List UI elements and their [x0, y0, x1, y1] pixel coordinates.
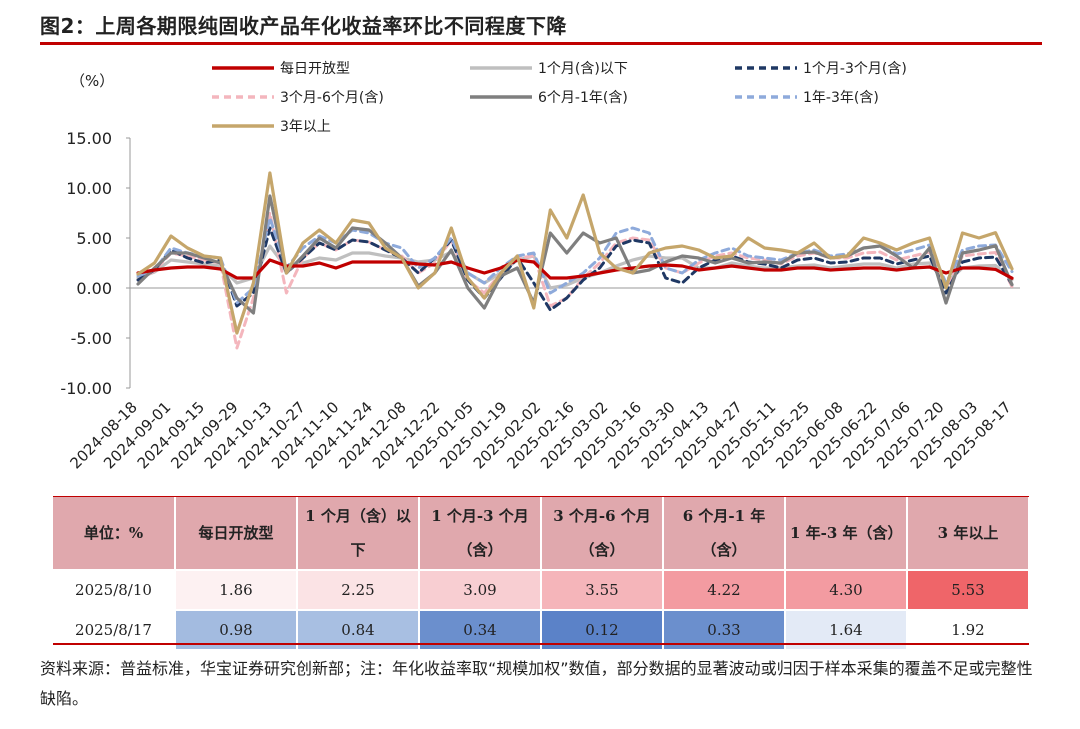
table-cell: 4.22 [663, 569, 786, 610]
table-cell: 1.86 [175, 569, 298, 610]
table-cell: 3.09 [419, 569, 542, 610]
legend-label: 1年-3年(含) [803, 90, 879, 106]
table-cell: 0.33 [663, 609, 786, 649]
table-bottom-rule [53, 643, 1029, 645]
table-cell: 4.30 [785, 569, 908, 610]
header-unit: 单位：% [53, 497, 176, 570]
legend-label: 3年以上 [280, 119, 331, 135]
header-3m-6m: 3 个月-6 个月（含） [541, 497, 664, 570]
table-row: 2025/8/17 0.98 0.84 0.34 0.12 0.33 1.64 1.92 [53, 609, 1030, 649]
y-tick-label: -10.00 [60, 379, 112, 398]
y-tick-label: 15.00 [66, 129, 112, 148]
legend-label: 每日开放型 [280, 61, 350, 77]
y-tick-label: 0.00 [76, 279, 112, 298]
header-1m: 1 个月（含）以下 [297, 497, 420, 570]
header-3y-plus: 3 年以上 [907, 497, 1030, 570]
table-cell: 2.25 [297, 569, 420, 610]
title-divider [40, 42, 1042, 45]
table-cell: 1.64 [785, 609, 908, 649]
table-cell: 0.98 [175, 609, 298, 649]
table-cell: 3.55 [541, 569, 664, 610]
header-daily-open: 每日开放型 [175, 497, 298, 570]
y-tick-label: 5.00 [76, 229, 112, 248]
y-axis-label: （%） [70, 72, 114, 90]
figure-title: 图2：上周各期限纯固收产品年化收益率环比不同程度下降 [40, 14, 567, 38]
legend-label: 1个月(含)以下 [538, 61, 628, 77]
table-cell: 1.92 [907, 609, 1030, 649]
table-row: 2025/8/10 1.86 2.25 3.09 3.55 4.22 4.30 5.53 [53, 569, 1030, 610]
x-axis-ticks: 2024-08-182024-09-012024-09-152024-09-29… [66, 398, 1014, 472]
row-date-label: 2025/8/17 [53, 609, 176, 649]
line-chart: 每日开放型 1个月(含)以下 1个月-3个月(含) 3个月-6个月(含) 6个月-1年(… [60, 61, 1020, 472]
legend-label: 6个月-1年(含) [538, 90, 628, 106]
y-axis-ticks: 15.00 10.00 5.00 0.00 -5.00 -10.00 [60, 129, 130, 398]
legend-label: 1个月-3个月(含) [803, 61, 907, 77]
table-cell: 0.84 [297, 609, 420, 649]
legend-label: 3个月-6个月(含) [280, 90, 384, 106]
yield-comparison-table: 单位：% 每日开放型 1 个月（含）以下 1 个月-3 个月（含） 3 个月-6… [53, 497, 1030, 649]
series-line [136, 171, 1014, 335]
y-tick-label: 10.00 [66, 179, 112, 198]
table-header-row: 单位：% 每日开放型 1 个月（含）以下 1 个月-3 个月（含） 3 个月-6… [53, 497, 1030, 570]
table-cell: 5.53 [907, 569, 1030, 610]
header-1m-3m: 1 个月-3 个月（含） [419, 497, 542, 570]
header-6m-1y: 6 个月-1 年（含） [663, 497, 786, 570]
header-1y-3y: 1 年-3 年（含） [785, 497, 908, 570]
source-note: 资料来源：普益标准，华宝证券研究创新部；注：年化收益率取“规模加权”数值，部分数… [40, 659, 1033, 708]
table-cell: 0.34 [419, 609, 542, 649]
chart-legend: 每日开放型 1个月(含)以下 1个月-3个月(含) 3个月-6个月(含) 6个月-1年(… [212, 61, 907, 135]
chart-axes [129, 138, 1020, 388]
y-tick-label: -5.00 [71, 329, 112, 348]
table-cell: 0.12 [541, 609, 664, 649]
plot-area [136, 171, 1014, 350]
row-date-label: 2025/8/10 [53, 569, 176, 610]
series-line [136, 226, 1014, 312]
